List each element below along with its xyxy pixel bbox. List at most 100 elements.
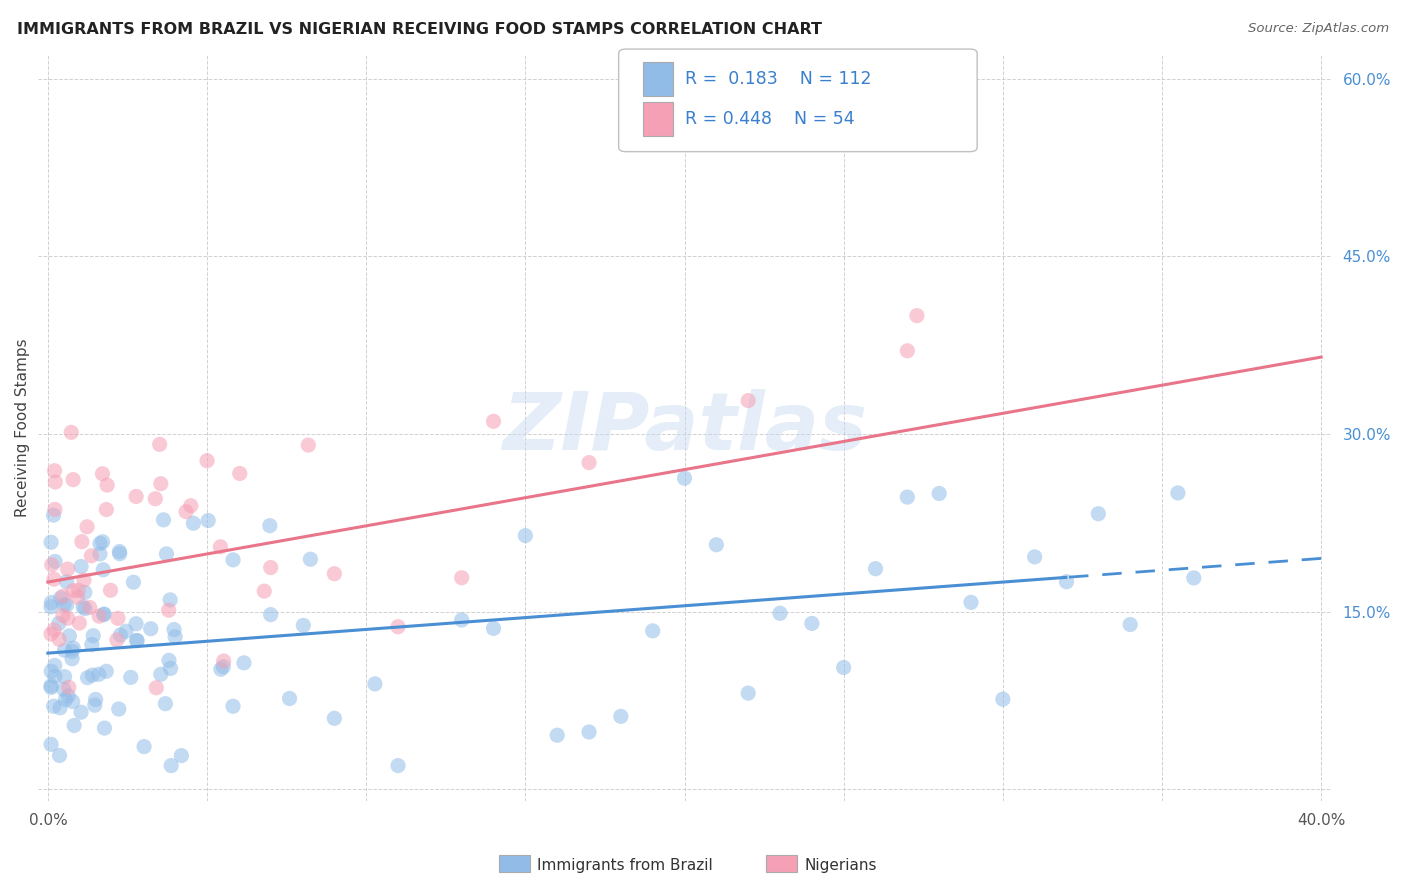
Point bbox=[1087, 507, 1109, 521]
Text: Nigerians: Nigerians bbox=[804, 858, 877, 872]
Point bbox=[960, 595, 983, 609]
Point bbox=[450, 571, 472, 585]
Point bbox=[58, 681, 80, 695]
Point bbox=[139, 622, 162, 636]
Point bbox=[260, 560, 283, 574]
Point bbox=[66, 591, 89, 605]
Point bbox=[76, 520, 98, 534]
Point bbox=[159, 593, 181, 607]
Point bbox=[163, 623, 186, 637]
Point bbox=[673, 471, 696, 485]
Text: R =  0.183    N = 112: R = 0.183 N = 112 bbox=[685, 70, 872, 88]
Point bbox=[70, 559, 93, 574]
Point bbox=[44, 658, 66, 673]
Point bbox=[107, 702, 129, 716]
Point bbox=[737, 393, 759, 408]
Point bbox=[44, 502, 66, 516]
Point bbox=[482, 414, 505, 428]
Point bbox=[76, 671, 98, 685]
Point bbox=[67, 615, 90, 630]
Point bbox=[115, 624, 138, 639]
Point bbox=[1182, 571, 1205, 585]
Point bbox=[125, 633, 148, 648]
Point bbox=[610, 709, 633, 723]
Point bbox=[62, 583, 84, 598]
Point bbox=[39, 627, 62, 641]
Point bbox=[48, 748, 70, 763]
Point bbox=[1167, 486, 1189, 500]
Point bbox=[44, 475, 66, 489]
Point bbox=[387, 758, 409, 772]
Point bbox=[160, 758, 183, 772]
Point bbox=[91, 534, 114, 549]
Point bbox=[96, 665, 118, 679]
Point bbox=[364, 677, 387, 691]
Point bbox=[55, 598, 77, 612]
Point bbox=[105, 632, 128, 647]
Point bbox=[89, 536, 111, 550]
Point bbox=[800, 616, 823, 631]
Point bbox=[120, 670, 142, 684]
Point bbox=[323, 711, 346, 725]
Point bbox=[152, 513, 174, 527]
Point bbox=[58, 629, 80, 643]
Point bbox=[44, 669, 66, 683]
Point bbox=[96, 478, 118, 492]
Point bbox=[67, 583, 90, 598]
Point bbox=[1056, 574, 1078, 589]
Point bbox=[127, 633, 149, 648]
Point bbox=[80, 549, 103, 563]
Point bbox=[482, 621, 505, 635]
Point bbox=[233, 656, 256, 670]
Point bbox=[53, 643, 76, 657]
Point bbox=[39, 737, 62, 751]
Point bbox=[212, 654, 235, 668]
Point bbox=[132, 739, 155, 754]
Point bbox=[387, 620, 409, 634]
Point bbox=[62, 694, 84, 708]
Point bbox=[832, 660, 855, 674]
Text: ZIPatlas: ZIPatlas bbox=[502, 389, 868, 467]
Point bbox=[70, 705, 93, 719]
Point bbox=[253, 584, 276, 599]
Point bbox=[39, 535, 62, 549]
Point bbox=[73, 601, 96, 615]
Point bbox=[60, 652, 83, 666]
Point bbox=[73, 585, 96, 599]
Point bbox=[1119, 617, 1142, 632]
Point bbox=[53, 598, 76, 612]
Text: IMMIGRANTS FROM BRAZIL VS NIGERIAN RECEIVING FOOD STAMPS CORRELATION CHART: IMMIGRANTS FROM BRAZIL VS NIGERIAN RECEI… bbox=[17, 22, 823, 37]
Point bbox=[56, 611, 79, 625]
Point bbox=[72, 599, 94, 614]
Point bbox=[209, 662, 232, 676]
Point bbox=[229, 467, 252, 481]
Point bbox=[42, 572, 65, 586]
Point bbox=[62, 641, 84, 656]
Point bbox=[125, 490, 148, 504]
Y-axis label: Receiving Food Stamps: Receiving Food Stamps bbox=[15, 339, 30, 517]
Point bbox=[905, 309, 928, 323]
Point bbox=[80, 638, 103, 652]
Point bbox=[55, 692, 77, 706]
Point bbox=[155, 547, 177, 561]
Point bbox=[278, 691, 301, 706]
Point bbox=[157, 603, 180, 617]
Point bbox=[93, 607, 115, 622]
Point bbox=[91, 563, 114, 577]
Point bbox=[110, 628, 132, 642]
Point bbox=[91, 467, 114, 481]
Point bbox=[56, 562, 79, 576]
Point bbox=[52, 682, 75, 697]
Text: Source: ZipAtlas.com: Source: ZipAtlas.com bbox=[1249, 22, 1389, 36]
Point bbox=[53, 670, 76, 684]
Point bbox=[107, 611, 129, 625]
Point bbox=[260, 607, 283, 622]
Point bbox=[180, 499, 202, 513]
Point bbox=[52, 589, 75, 603]
Point bbox=[145, 681, 167, 695]
Point bbox=[297, 438, 319, 452]
Point bbox=[49, 700, 72, 714]
Point bbox=[578, 456, 600, 470]
Point bbox=[159, 661, 181, 675]
Point bbox=[737, 686, 759, 700]
